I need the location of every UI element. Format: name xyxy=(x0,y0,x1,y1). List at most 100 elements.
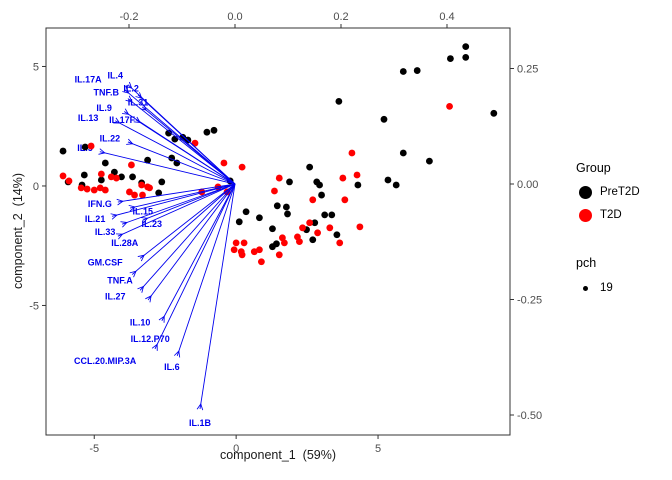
scatter-point-pret2d xyxy=(447,55,454,62)
loading-arrow xyxy=(142,107,236,185)
scatter-point-pret2d xyxy=(256,214,263,222)
scatter-point-t2d xyxy=(128,161,135,169)
scatter-point-t2d xyxy=(97,170,105,178)
scatter-point-t2d xyxy=(256,246,263,254)
loading-label: CCL.20.MIP.3A xyxy=(74,356,137,366)
scatter-point-pret2d xyxy=(210,126,218,134)
loading-label: IL.10 xyxy=(130,318,151,328)
scatter-point-t2d xyxy=(77,184,85,192)
loading-arrow xyxy=(140,183,236,258)
loading-label: IL.13 xyxy=(78,113,99,123)
scatter-point-pret2d xyxy=(97,176,105,184)
legend-item-label-pret2d: PreT2D xyxy=(600,186,640,198)
scatter-point-t2d xyxy=(138,181,146,189)
scatter-point-t2d xyxy=(230,246,238,254)
loading-arrow xyxy=(143,183,236,220)
loading-arrow xyxy=(100,152,236,185)
loading-label: IL.2 xyxy=(123,83,139,93)
scatter-point-pret2d xyxy=(59,147,67,155)
loading-arrow xyxy=(200,183,236,409)
loading-arrow xyxy=(138,95,236,185)
scatter-point-t2d xyxy=(309,196,317,204)
scatter-point-pret2d xyxy=(321,211,329,219)
scatter-point-pret2d xyxy=(335,97,343,105)
scatter-point-t2d xyxy=(112,174,120,182)
scatter-point-pret2d xyxy=(155,189,163,197)
scatter-point-t2d xyxy=(87,142,95,150)
loading-arrow xyxy=(122,183,236,224)
scatter-point-t2d xyxy=(232,239,240,247)
right-axis-tick-label: -0.50 xyxy=(517,410,542,422)
y-axis-title: component_2 (14%) xyxy=(11,172,25,290)
scatter-point-t2d xyxy=(238,251,246,259)
loading-arrow xyxy=(128,142,236,185)
top-axis-tick-label: 0.2 xyxy=(333,11,348,23)
legend-group-title: Group xyxy=(576,161,611,175)
right-axis-tick-label: 0.00 xyxy=(517,179,538,191)
scatter-point-t2d xyxy=(339,174,347,182)
loading-arrow xyxy=(162,183,236,321)
scatter-point-t2d xyxy=(353,171,361,179)
scatter-point-pret2d xyxy=(354,181,362,189)
scatter-point-pret2d xyxy=(158,178,166,186)
scatter-point-t2d xyxy=(341,196,349,204)
y-axis-tick-label: -5 xyxy=(29,300,39,312)
scatter-point-t2d xyxy=(101,186,109,194)
loading-label: IL.12.P70 xyxy=(131,334,170,344)
scatter-point-t2d xyxy=(299,224,306,232)
t2d-key xyxy=(576,208,594,222)
loading-arrow xyxy=(130,183,236,208)
scatter-point-t2d xyxy=(59,172,67,180)
loading-label: TNF.B xyxy=(93,88,119,98)
scatter-point-pret2d xyxy=(318,191,325,199)
scatter-point-t2d xyxy=(240,239,248,247)
scatter-point-t2d xyxy=(83,185,91,193)
loading-label: IL.15 xyxy=(133,206,154,216)
loading-arrow xyxy=(136,120,236,185)
loading-arrow xyxy=(118,183,236,202)
loading-label: IL.27 xyxy=(105,291,126,301)
legend-item-label-pch19: 19 xyxy=(600,282,613,294)
scatter-point-pret2d xyxy=(286,178,293,186)
pret2d-swatch-icon xyxy=(578,185,592,199)
scatter-point-t2d xyxy=(146,184,153,192)
loading-label: IL.6 xyxy=(164,362,180,372)
t2d-swatch-icon xyxy=(578,208,592,222)
loading-label: IFN.G xyxy=(88,199,112,209)
scatter-point-pret2d xyxy=(242,208,250,216)
scatter-point-t2d xyxy=(238,163,246,171)
scatter-point-pret2d xyxy=(399,68,407,75)
scatter-point-pret2d xyxy=(269,225,276,233)
scatter-point-pret2d xyxy=(462,43,470,51)
scatter-point-t2d xyxy=(223,188,231,196)
scatter-point-pret2d xyxy=(384,176,392,184)
scatter-point-t2d xyxy=(96,184,104,192)
scatter-point-t2d xyxy=(275,174,283,182)
scatter-point-t2d xyxy=(326,224,334,232)
scatter-point-t2d xyxy=(220,159,228,167)
scatter-point-pret2d xyxy=(81,143,89,151)
scatter-point-t2d xyxy=(65,177,73,185)
loading-label: IL.17A xyxy=(75,75,103,85)
scatter-point-t2d xyxy=(257,258,265,266)
scatter-point-t2d xyxy=(275,251,283,259)
top-axis-tick-label: 0.0 xyxy=(227,11,242,23)
loading-label: IL.23 xyxy=(142,219,163,229)
scatter-point-pret2d xyxy=(80,171,88,179)
loading-label: IL.17F xyxy=(109,115,136,125)
scatter-point-t2d xyxy=(250,248,258,256)
loading-arrow xyxy=(115,121,236,185)
scatter-point-pret2d xyxy=(462,53,470,61)
loading-label: IL.22 xyxy=(100,134,121,144)
plot-panel xyxy=(45,27,511,436)
loading-arrow xyxy=(155,183,236,349)
scatter-point-t2d xyxy=(131,191,138,199)
pch19-key xyxy=(576,285,594,291)
scatter-point-pret2d xyxy=(273,240,280,248)
scatter-point-t2d xyxy=(296,238,303,246)
scatter-point-t2d xyxy=(107,173,115,181)
x-axis-title: component_1 (59%) xyxy=(219,448,337,462)
x-axis-tick-label: 0 xyxy=(233,443,239,455)
